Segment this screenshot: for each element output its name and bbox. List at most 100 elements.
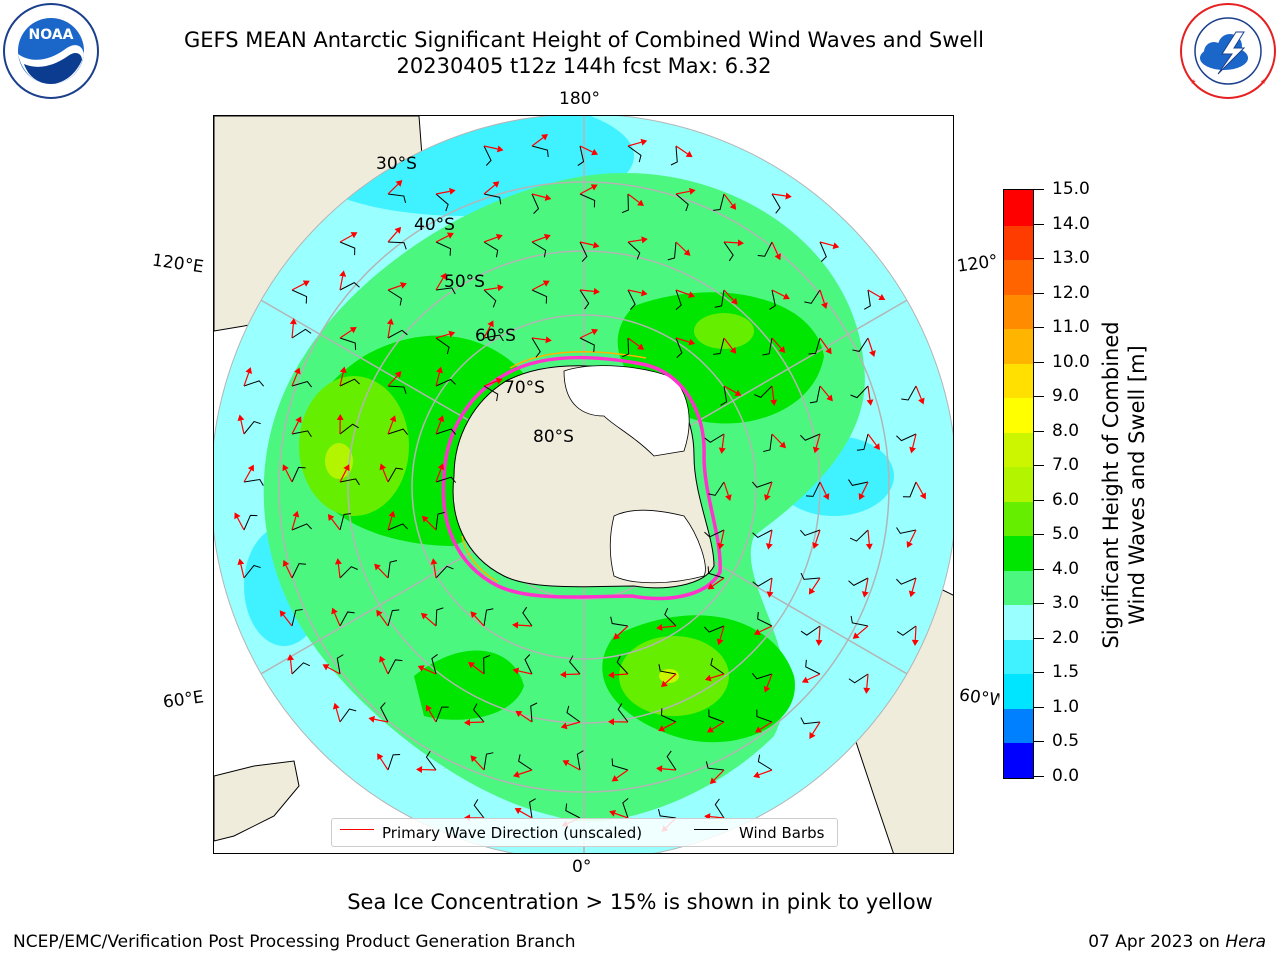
colorbar-tick-label: 8.0 xyxy=(1052,420,1080,441)
wind-barb xyxy=(435,378,456,387)
wave-arrow-shaft xyxy=(771,241,779,255)
wave-arrow-shaft xyxy=(236,517,245,531)
wave-arrow-head xyxy=(464,718,471,726)
wave-arrow-shaft xyxy=(723,337,734,350)
wave-arrow-head xyxy=(609,810,616,817)
wave-arrow-head xyxy=(420,612,428,620)
wave-arrow-head xyxy=(911,639,919,646)
wave-arrow-head xyxy=(468,661,475,669)
wave-arrow-shaft xyxy=(240,564,245,579)
wind-barb xyxy=(579,289,590,310)
wave-arrow-shaft xyxy=(291,421,299,435)
wave-arrow-shaft xyxy=(435,333,450,339)
colorbar-segment xyxy=(1004,397,1033,433)
wave-arrow-shaft xyxy=(766,481,773,496)
wind-barb xyxy=(751,481,773,488)
lon-label-60w: 60°W xyxy=(957,685,1001,711)
wave-arrow-head xyxy=(542,280,550,287)
wave-arrow-shaft xyxy=(387,516,393,531)
colorbar-segment xyxy=(1004,363,1033,399)
wave-arrow-head xyxy=(689,187,696,195)
wave-arrow-head xyxy=(637,199,644,207)
colorbar-tick xyxy=(1034,189,1044,190)
colorbar-segment xyxy=(1004,294,1033,330)
wind-barb xyxy=(243,420,261,435)
wave-arrow-head xyxy=(592,241,600,249)
wave-arrow-shaft xyxy=(723,241,739,244)
wave-arrow-shaft xyxy=(769,577,773,592)
wave-arrow-head xyxy=(377,753,384,761)
colorbar-tick xyxy=(1034,568,1044,570)
wave-arrow-head xyxy=(332,702,340,710)
wave-arrow-head xyxy=(336,414,344,421)
wave-arrow-head xyxy=(430,558,438,565)
wind-barb xyxy=(762,337,773,356)
wave-arrow-head xyxy=(717,542,725,550)
wave-arrow-head xyxy=(801,676,809,684)
wave-arrow-shaft xyxy=(335,708,341,723)
wave-arrow-shaft xyxy=(337,564,341,579)
colorbar-segment xyxy=(1004,224,1033,261)
wind-barb xyxy=(704,529,725,538)
wind-barb xyxy=(848,577,869,586)
wave-arrow-head xyxy=(562,760,570,767)
wind-barb xyxy=(617,703,629,723)
wind-barb xyxy=(387,523,408,531)
wave-arrow-shaft xyxy=(387,324,391,339)
colorbar-tick-label: 1.0 xyxy=(1052,696,1080,717)
wind-barb xyxy=(819,241,827,262)
wave-arrow-head xyxy=(734,389,742,396)
wave-direction-legend-line xyxy=(340,829,374,830)
wind-barb xyxy=(660,708,677,723)
colorbar-tick-label: 3.0 xyxy=(1052,593,1080,614)
colorbar-tick-label: 1.5 xyxy=(1052,662,1080,683)
wind-barb xyxy=(291,523,312,531)
wave-arrow-head xyxy=(512,621,519,629)
wave-arrow-shaft xyxy=(425,616,437,627)
wind-barb xyxy=(569,655,581,675)
wind-barb xyxy=(435,337,450,355)
wave-arrow-shaft xyxy=(435,420,442,435)
wave-arrow-head xyxy=(417,665,425,672)
wind-barb xyxy=(425,750,437,771)
wind-barb xyxy=(483,334,504,342)
colorbar-tick xyxy=(1034,396,1044,398)
wave-arrow-head xyxy=(779,441,786,449)
wave-arrow-shaft xyxy=(856,625,869,636)
wave-direction-arrows xyxy=(234,134,926,832)
wave-arrow-shaft xyxy=(675,337,690,343)
lat-label-70s: 70°S xyxy=(504,378,545,398)
wave-arrow-head xyxy=(825,347,832,355)
footer-branch: NCEP/EMC/Verification Post Processing Pr… xyxy=(13,932,576,952)
colorbar xyxy=(1003,189,1034,779)
wave-arrow-shaft xyxy=(861,481,869,495)
wind-barb xyxy=(848,673,869,684)
wave-arrow-shaft xyxy=(374,718,389,723)
colorbar-tick xyxy=(1034,258,1044,260)
wind-barb xyxy=(387,329,408,339)
wave-arrow-shaft xyxy=(377,567,389,579)
wave-arrow-head xyxy=(753,628,761,636)
wind-barb xyxy=(387,289,403,306)
colorbar-segment xyxy=(1004,328,1033,364)
wind-barb xyxy=(848,479,869,486)
wave-arrow-shaft xyxy=(339,372,344,387)
wave-arrow-shaft xyxy=(713,769,725,781)
wave-arrow-head xyxy=(497,284,504,292)
wave-arrow-head xyxy=(826,394,833,402)
wave-arrow-head xyxy=(416,766,423,774)
wave-arrow-head xyxy=(292,510,300,518)
wave-arrow-shaft xyxy=(422,667,437,675)
wave-arrow-head xyxy=(765,543,773,550)
wave-arrow-head xyxy=(322,664,330,671)
wave-arrow-head xyxy=(421,515,429,523)
colorbar-segment xyxy=(1004,604,1033,640)
wave-arrow-shaft xyxy=(518,670,533,675)
colorbar-segment xyxy=(1004,742,1033,778)
wave-arrow-head xyxy=(637,343,645,350)
wind-barb xyxy=(666,750,677,771)
wave-arrow-shaft xyxy=(613,673,629,676)
legend-label-wind-barbs: Wind Barbs xyxy=(739,824,825,842)
wave-arrow-shaft xyxy=(289,660,293,675)
wave-arrow-head xyxy=(237,558,245,566)
